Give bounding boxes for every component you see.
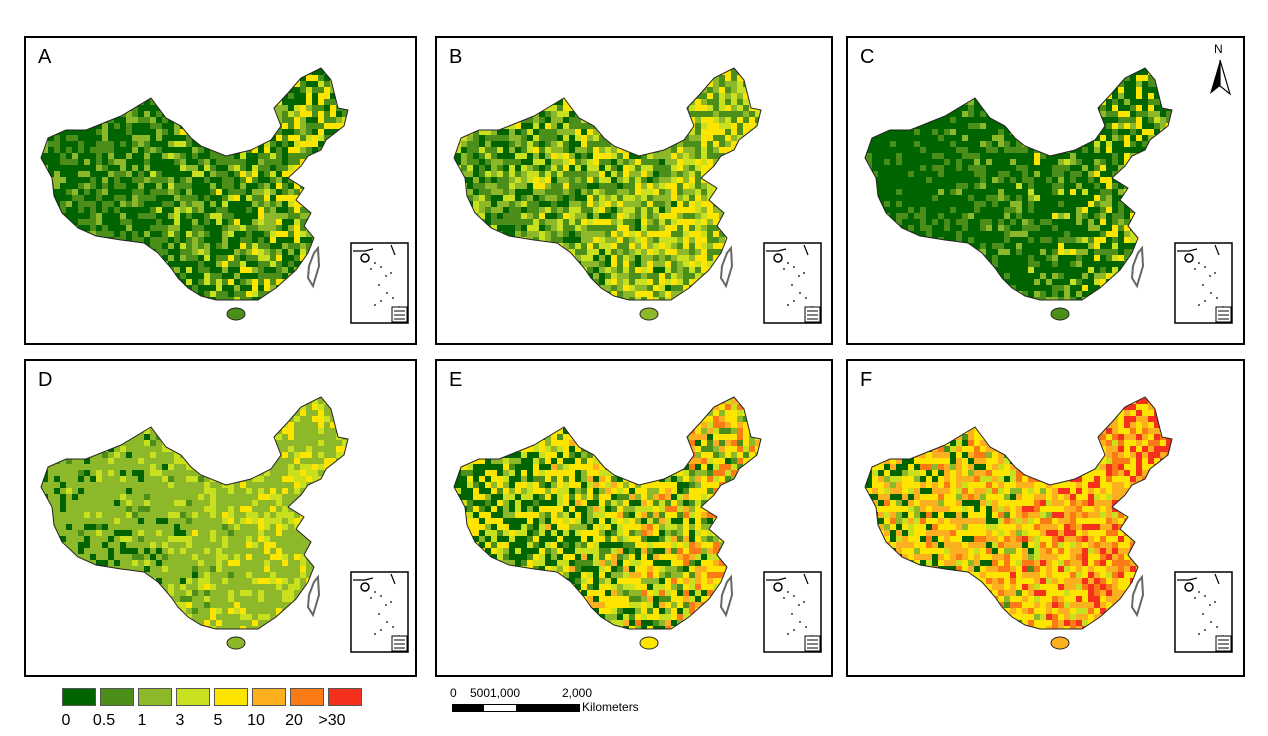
map-canvas <box>453 67 822 324</box>
legend-tick-label: 0 <box>61 712 71 729</box>
map-panel-d: D <box>24 359 417 677</box>
map-canvas <box>864 67 1233 324</box>
china-map <box>40 67 409 324</box>
panel-label: C <box>860 46 875 68</box>
map-canvas <box>40 396 409 653</box>
hainan-island <box>1050 636 1070 650</box>
panel-label: D <box>38 369 53 391</box>
scale-label-0: 0 <box>450 686 457 700</box>
map-panel-c: C <box>846 36 1245 345</box>
scale-units: Kilometers <box>582 700 639 714</box>
country-outline <box>864 67 1173 301</box>
hainan-island <box>226 307 246 321</box>
country-outline <box>453 396 762 630</box>
country-outline <box>453 67 762 301</box>
legend-tick-label: 3 <box>175 712 185 729</box>
south-china-sea-inset <box>1174 571 1233 653</box>
panel-label: F <box>860 369 873 391</box>
map-panel-f: F <box>846 359 1245 677</box>
scale-label-1: 5001,000 <box>470 686 521 700</box>
hainan-island <box>226 636 246 650</box>
scale-segment-1 <box>452 704 484 712</box>
taiwan-island <box>306 574 321 618</box>
scale-bar: 0 5001,000 2,000 Kilometers <box>450 686 672 726</box>
legend-tick-label: 5 <box>213 712 223 729</box>
country-outline <box>40 67 349 301</box>
panel-label: E <box>449 369 463 391</box>
map-canvas <box>864 396 1233 653</box>
taiwan-island <box>306 245 321 289</box>
legend-swatch <box>214 688 248 706</box>
scale-label-2: 2,000 <box>562 686 593 700</box>
taiwan-island <box>719 245 734 289</box>
taiwan-island <box>1130 245 1145 289</box>
china-map <box>864 67 1233 324</box>
country-outline <box>40 396 349 630</box>
map-canvas <box>453 396 822 653</box>
scale-segment-3 <box>516 704 580 712</box>
panel-label: B <box>449 46 463 68</box>
legend-swatch <box>328 688 362 706</box>
map-panel-e: E <box>435 359 833 677</box>
china-map <box>40 396 409 653</box>
china-map <box>453 67 822 324</box>
map-panel-a: A <box>24 36 417 345</box>
legend-swatch <box>138 688 172 706</box>
legend-tick-label: 10 <box>247 712 265 729</box>
hainan-island <box>1050 307 1070 321</box>
map-panel-b: B <box>435 36 833 345</box>
taiwan-island <box>719 574 734 618</box>
north-arrow-icon: N <box>1206 42 1236 98</box>
china-map <box>453 396 822 653</box>
taiwan-island <box>1130 574 1145 618</box>
panel-label: A <box>38 46 52 68</box>
legend-tick-label: 0.5 <box>92 712 116 729</box>
legend-tick-label: >30 <box>318 712 346 729</box>
legend-swatch <box>290 688 324 706</box>
hainan-island <box>639 307 659 321</box>
legend-tick-label: 1 <box>137 712 147 729</box>
legend-swatch <box>176 688 210 706</box>
legend-swatch <box>252 688 286 706</box>
legend-swatch <box>100 688 134 706</box>
north-arrow-shape <box>1210 59 1232 96</box>
map-canvas <box>40 67 409 324</box>
north-arrow-letter: N <box>1214 42 1223 56</box>
legend-swatch <box>62 688 96 706</box>
hainan-island <box>639 636 659 650</box>
china-map <box>864 396 1233 653</box>
scale-segment-2 <box>483 704 517 712</box>
legend-tick-label: 20 <box>285 712 303 729</box>
country-outline <box>864 396 1173 630</box>
